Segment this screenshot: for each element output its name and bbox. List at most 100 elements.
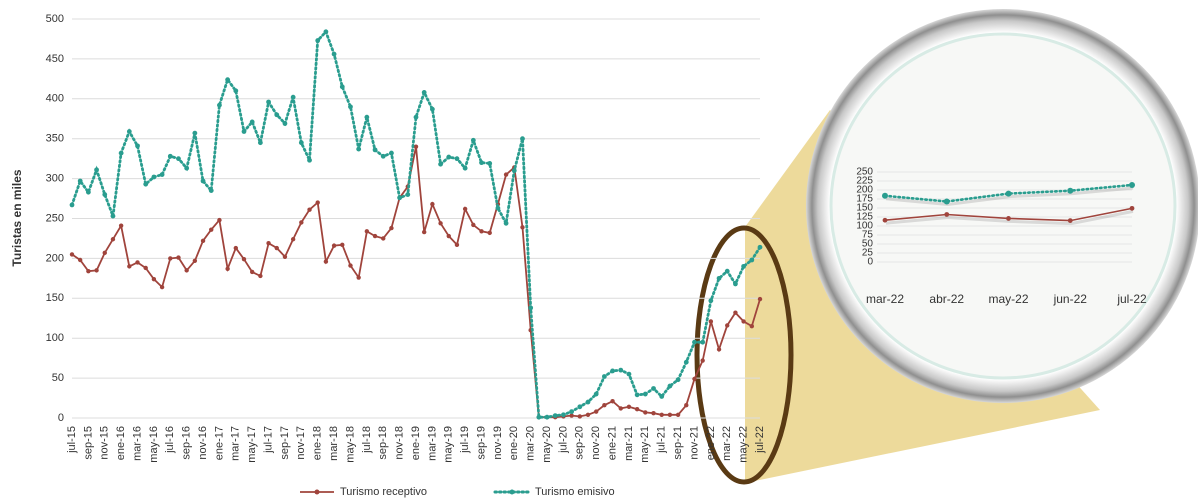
data-point bbox=[520, 225, 524, 229]
data-point bbox=[733, 282, 738, 287]
data-point bbox=[381, 154, 386, 159]
data-point bbox=[103, 251, 107, 255]
data-point bbox=[258, 140, 263, 145]
data-point bbox=[94, 167, 99, 172]
x-tick-label: jul-16 bbox=[164, 426, 176, 454]
data-point bbox=[447, 234, 451, 238]
data-point bbox=[184, 166, 189, 171]
data-point bbox=[283, 121, 288, 126]
data-point bbox=[299, 220, 303, 224]
x-tick-label: may-16 bbox=[148, 426, 160, 463]
data-point bbox=[553, 413, 558, 418]
data-point bbox=[569, 409, 574, 414]
data-point bbox=[266, 100, 271, 105]
x-tick-label: mar-17 bbox=[230, 426, 242, 461]
data-point bbox=[356, 147, 361, 152]
data-point bbox=[86, 190, 91, 195]
data-point bbox=[733, 310, 737, 314]
x-tick-label: nov-21 bbox=[688, 426, 700, 460]
data-point bbox=[234, 246, 238, 250]
x-tick-label: mar-22 bbox=[721, 426, 733, 461]
x-tick-label: mar-22 bbox=[866, 292, 904, 306]
data-point bbox=[668, 413, 672, 417]
data-point bbox=[266, 241, 270, 245]
x-tick-label: may-19 bbox=[443, 426, 455, 463]
data-point bbox=[569, 413, 573, 417]
y-tick-label: 250 bbox=[856, 167, 873, 178]
data-point bbox=[882, 193, 888, 199]
x-tick-label: jul-15 bbox=[66, 426, 78, 454]
data-point bbox=[135, 260, 139, 264]
x-tick-label: jul-17 bbox=[262, 426, 274, 454]
data-point bbox=[168, 154, 173, 159]
data-point bbox=[307, 208, 311, 212]
data-point bbox=[160, 285, 164, 289]
data-point bbox=[684, 403, 688, 407]
data-point bbox=[504, 221, 509, 226]
data-point bbox=[299, 140, 304, 145]
x-tick-label: mar-21 bbox=[623, 426, 635, 461]
data-point bbox=[700, 358, 704, 362]
data-point bbox=[135, 143, 140, 148]
x-tick-label: ene-20 bbox=[508, 426, 520, 460]
y-tick-label: 400 bbox=[46, 93, 64, 105]
data-point bbox=[144, 266, 148, 270]
data-point bbox=[504, 172, 508, 176]
data-point bbox=[414, 144, 418, 148]
data-point bbox=[676, 413, 680, 417]
data-point bbox=[111, 237, 115, 241]
data-point bbox=[283, 255, 287, 259]
x-tick-label: ene-22 bbox=[705, 426, 717, 460]
data-point bbox=[127, 264, 131, 268]
y-tick-label: 200 bbox=[46, 252, 64, 264]
chart: Turistas en miles 0501001502002503003504… bbox=[0, 0, 1198, 501]
x-tick-label: sep-19 bbox=[475, 426, 487, 460]
data-point bbox=[684, 360, 689, 365]
data-point bbox=[561, 412, 566, 417]
x-tick-label: may-22 bbox=[988, 292, 1028, 306]
data-point bbox=[668, 384, 673, 389]
y-tick-label: 500 bbox=[46, 13, 64, 25]
data-point bbox=[307, 158, 312, 163]
y-tick-label: 100 bbox=[46, 332, 64, 344]
data-point bbox=[348, 263, 352, 267]
data-point bbox=[586, 400, 591, 405]
data-point bbox=[438, 162, 443, 167]
data-point bbox=[488, 231, 492, 235]
x-tick-label: ene-21 bbox=[606, 426, 618, 460]
data-point bbox=[127, 129, 132, 134]
data-point bbox=[463, 207, 467, 211]
data-point bbox=[348, 104, 353, 109]
x-tick-label: sep-18 bbox=[377, 426, 389, 460]
data-point bbox=[217, 103, 222, 108]
data-point bbox=[520, 136, 525, 141]
data-point bbox=[741, 319, 745, 323]
data-point bbox=[340, 84, 345, 89]
data-point bbox=[635, 407, 639, 411]
data-point bbox=[627, 405, 631, 409]
data-point bbox=[86, 269, 90, 273]
y-tick-label: 250 bbox=[46, 212, 64, 224]
data-point bbox=[692, 377, 696, 381]
data-point bbox=[944, 199, 950, 205]
legend-label: Turismo emisivo bbox=[535, 486, 615, 498]
legend-marker bbox=[510, 490, 515, 495]
x-tick-label: may-20 bbox=[541, 426, 553, 463]
data-point bbox=[225, 77, 230, 82]
x-tick-label: mar-19 bbox=[426, 426, 438, 461]
data-point bbox=[70, 203, 75, 208]
data-point bbox=[250, 120, 255, 125]
x-tick-label: sep-21 bbox=[672, 426, 684, 460]
data-point bbox=[610, 369, 615, 374]
data-point bbox=[741, 264, 746, 269]
data-point bbox=[545, 415, 550, 420]
data-point bbox=[455, 156, 460, 161]
x-tick-label: nov-16 bbox=[197, 426, 209, 460]
data-point bbox=[594, 392, 599, 397]
data-point bbox=[1067, 188, 1073, 194]
y-tick-label: 50 bbox=[52, 372, 64, 384]
data-point bbox=[749, 258, 754, 263]
data-point bbox=[643, 392, 648, 397]
data-point bbox=[225, 267, 229, 271]
data-point bbox=[676, 377, 681, 382]
